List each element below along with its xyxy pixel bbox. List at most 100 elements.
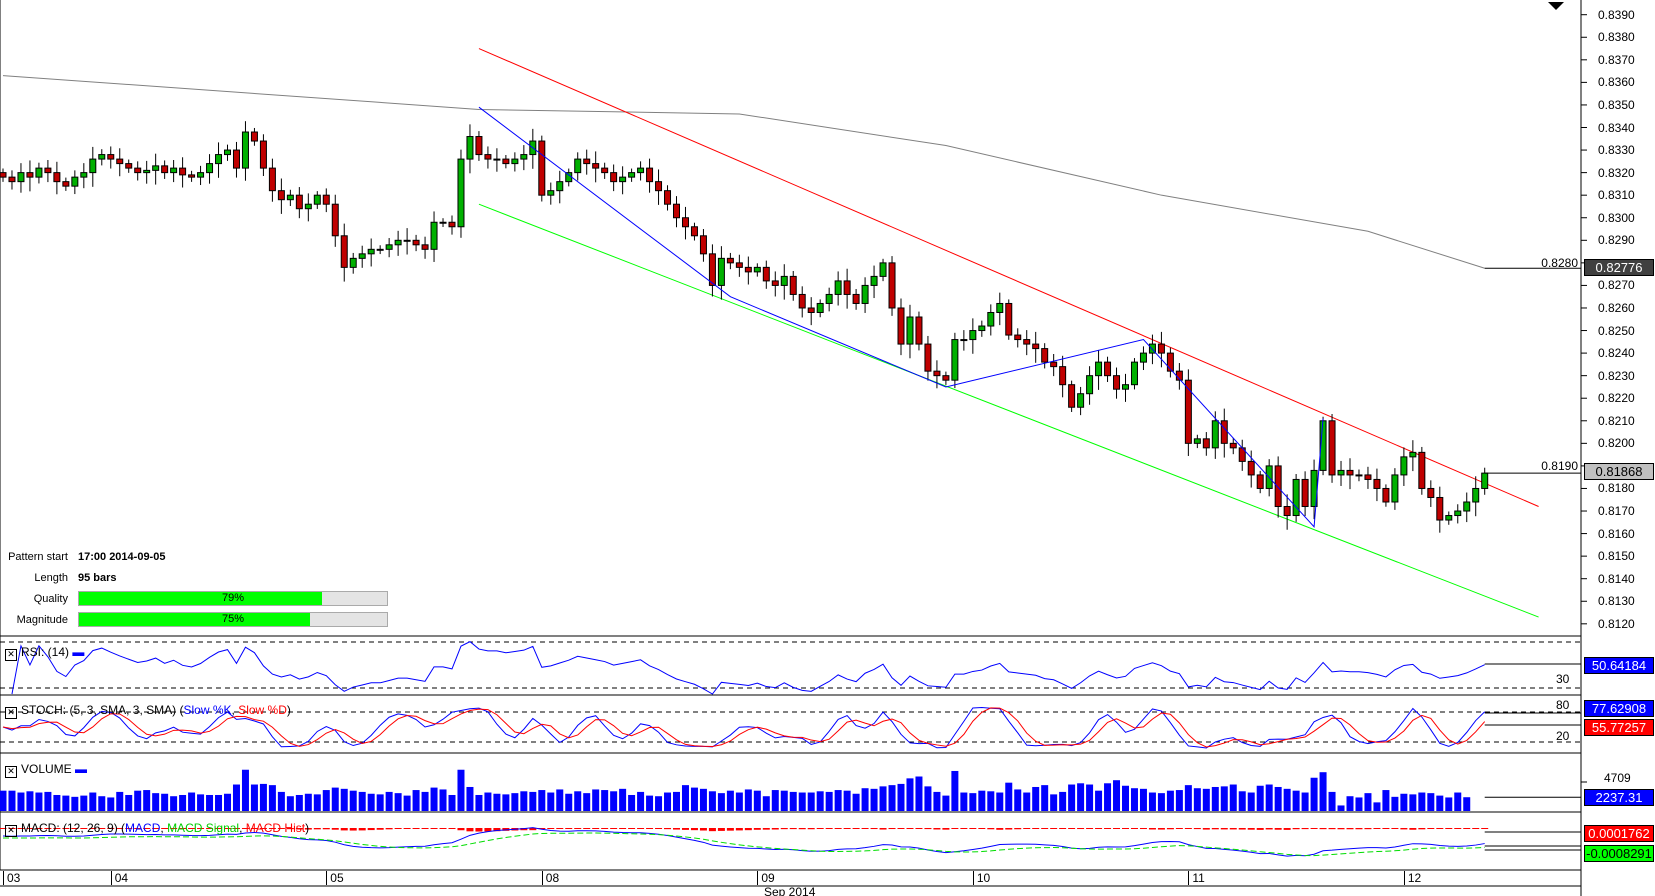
candle-body <box>44 167 52 174</box>
stoch-sep: , <box>231 703 239 717</box>
moving-average-line <box>2 75 1485 269</box>
volume-legend-swatch: ▬ <box>75 762 88 776</box>
volume-bar <box>529 791 537 811</box>
price-tick-label: 0.8330 <box>1598 143 1635 158</box>
macd-close-checkbox-icon[interactable]: ✕ <box>5 825 17 837</box>
volume-bar <box>1418 792 1426 811</box>
price-tick-label: 0.8350 <box>1598 97 1635 112</box>
magnitude-label: Magnitude <box>16 614 68 626</box>
macd-hist-bar <box>26 828 34 829</box>
volume-bar <box>744 789 752 811</box>
volume-pane-title: ✕ VOLUME ▬ <box>5 762 87 778</box>
macd-hist-bar <box>753 828 761 830</box>
candle-body <box>152 165 160 171</box>
date-tick-label: 03 <box>3 871 20 885</box>
macd-hist-bar <box>1023 828 1031 829</box>
macd-hist-bar <box>1328 828 1336 830</box>
macd-hist-bar <box>1382 828 1390 829</box>
macd-hist-bar <box>789 828 797 830</box>
candle-body <box>0 172 7 178</box>
volume-bar <box>1077 783 1085 811</box>
candle-body <box>1454 510 1462 517</box>
volume-bar <box>762 796 770 811</box>
volume-bar <box>520 791 528 811</box>
macd-hist-bar <box>1086 828 1094 829</box>
macd-hist-bar <box>1409 828 1417 830</box>
macd-hist-bar <box>1481 828 1489 829</box>
volume-bar <box>1256 785 1264 811</box>
volume-bar <box>340 788 348 811</box>
stoch-level-80: 80 <box>1556 698 1570 712</box>
macd-hist-bar <box>439 828 447 829</box>
macd-hist-bar <box>71 828 79 829</box>
volume-bar <box>780 790 788 811</box>
candle-body <box>1032 343 1040 350</box>
candle-body <box>592 163 600 169</box>
volume-bar <box>241 769 249 811</box>
volume-bar <box>637 791 645 811</box>
stoch-close-checkbox-icon[interactable]: ✕ <box>5 707 17 719</box>
macd-hist-bar <box>1005 828 1013 830</box>
volume-bar <box>1113 780 1121 811</box>
volume-bar <box>681 785 689 811</box>
date-tick-label: 09 <box>757 871 775 885</box>
macd-hist-bar <box>0 828 7 829</box>
candle-body <box>726 257 734 264</box>
macd-hist-bar <box>996 828 1004 830</box>
ma-value-box: 0.82776 <box>1584 259 1654 276</box>
macd-hist-bar <box>1068 828 1076 829</box>
candle-body <box>834 280 842 295</box>
macd-hist-bar <box>664 828 672 830</box>
candle-body <box>664 190 672 205</box>
candle-body <box>385 244 393 250</box>
candle-body <box>466 136 474 160</box>
macd-hist-bar <box>215 828 223 829</box>
macd-hist-bar <box>915 828 923 829</box>
macd-hist-bar <box>1445 828 1453 829</box>
volume-bar <box>80 795 88 811</box>
macd-hist-bar <box>1238 828 1246 830</box>
volume-bar <box>259 783 267 811</box>
candle-body <box>1139 352 1147 363</box>
price-tick-label: 0.8220 <box>1598 391 1635 406</box>
macd-hist-bar <box>1301 828 1309 830</box>
scroll-marker-icon <box>1548 2 1564 10</box>
macd-signal-legend: MACD Signal <box>167 821 240 835</box>
macd-sep2: , <box>239 821 246 835</box>
volume-bar <box>295 794 303 811</box>
macd-hist-bar <box>655 828 663 829</box>
macd-hist-bar <box>951 828 959 829</box>
macd-hist-bar <box>475 828 483 832</box>
pattern-start-label: Pattern start <box>8 551 68 563</box>
volume-bar <box>385 791 393 811</box>
candle-body <box>376 248 384 251</box>
price-tick-label: 0.8390 <box>1598 7 1635 22</box>
volume-bar <box>322 790 330 811</box>
candle-body <box>780 275 788 286</box>
macd-hist-bar <box>1202 828 1210 830</box>
quality-label: Quality <box>33 593 68 605</box>
volume-bar <box>125 794 133 811</box>
volume-bar <box>1202 788 1210 811</box>
macd-hist-bar <box>1463 828 1471 829</box>
macd-hist-bar <box>448 828 456 830</box>
candle-body <box>1202 438 1210 449</box>
price-tick-label: 0.8290 <box>1598 233 1635 248</box>
rsi-close-checkbox-icon[interactable]: ✕ <box>5 649 17 661</box>
macd-hist-bar <box>628 828 636 829</box>
volume-bar <box>1292 790 1300 811</box>
macd-hist-bar <box>1283 828 1291 830</box>
volume-bar <box>673 791 680 811</box>
candle-body <box>1427 487 1435 498</box>
volume-bar <box>250 784 258 811</box>
candle-body <box>241 131 249 169</box>
candle-body <box>1418 451 1426 489</box>
volume-bar <box>152 793 160 811</box>
volume-bar <box>565 793 573 811</box>
volume-close-checkbox-icon[interactable]: ✕ <box>5 766 17 778</box>
macd-hist-bar <box>1184 828 1192 829</box>
macd-hist-legend: MACD Hist <box>245 821 306 835</box>
macd-hist-bar <box>1014 828 1022 830</box>
candle-body <box>1059 366 1067 386</box>
